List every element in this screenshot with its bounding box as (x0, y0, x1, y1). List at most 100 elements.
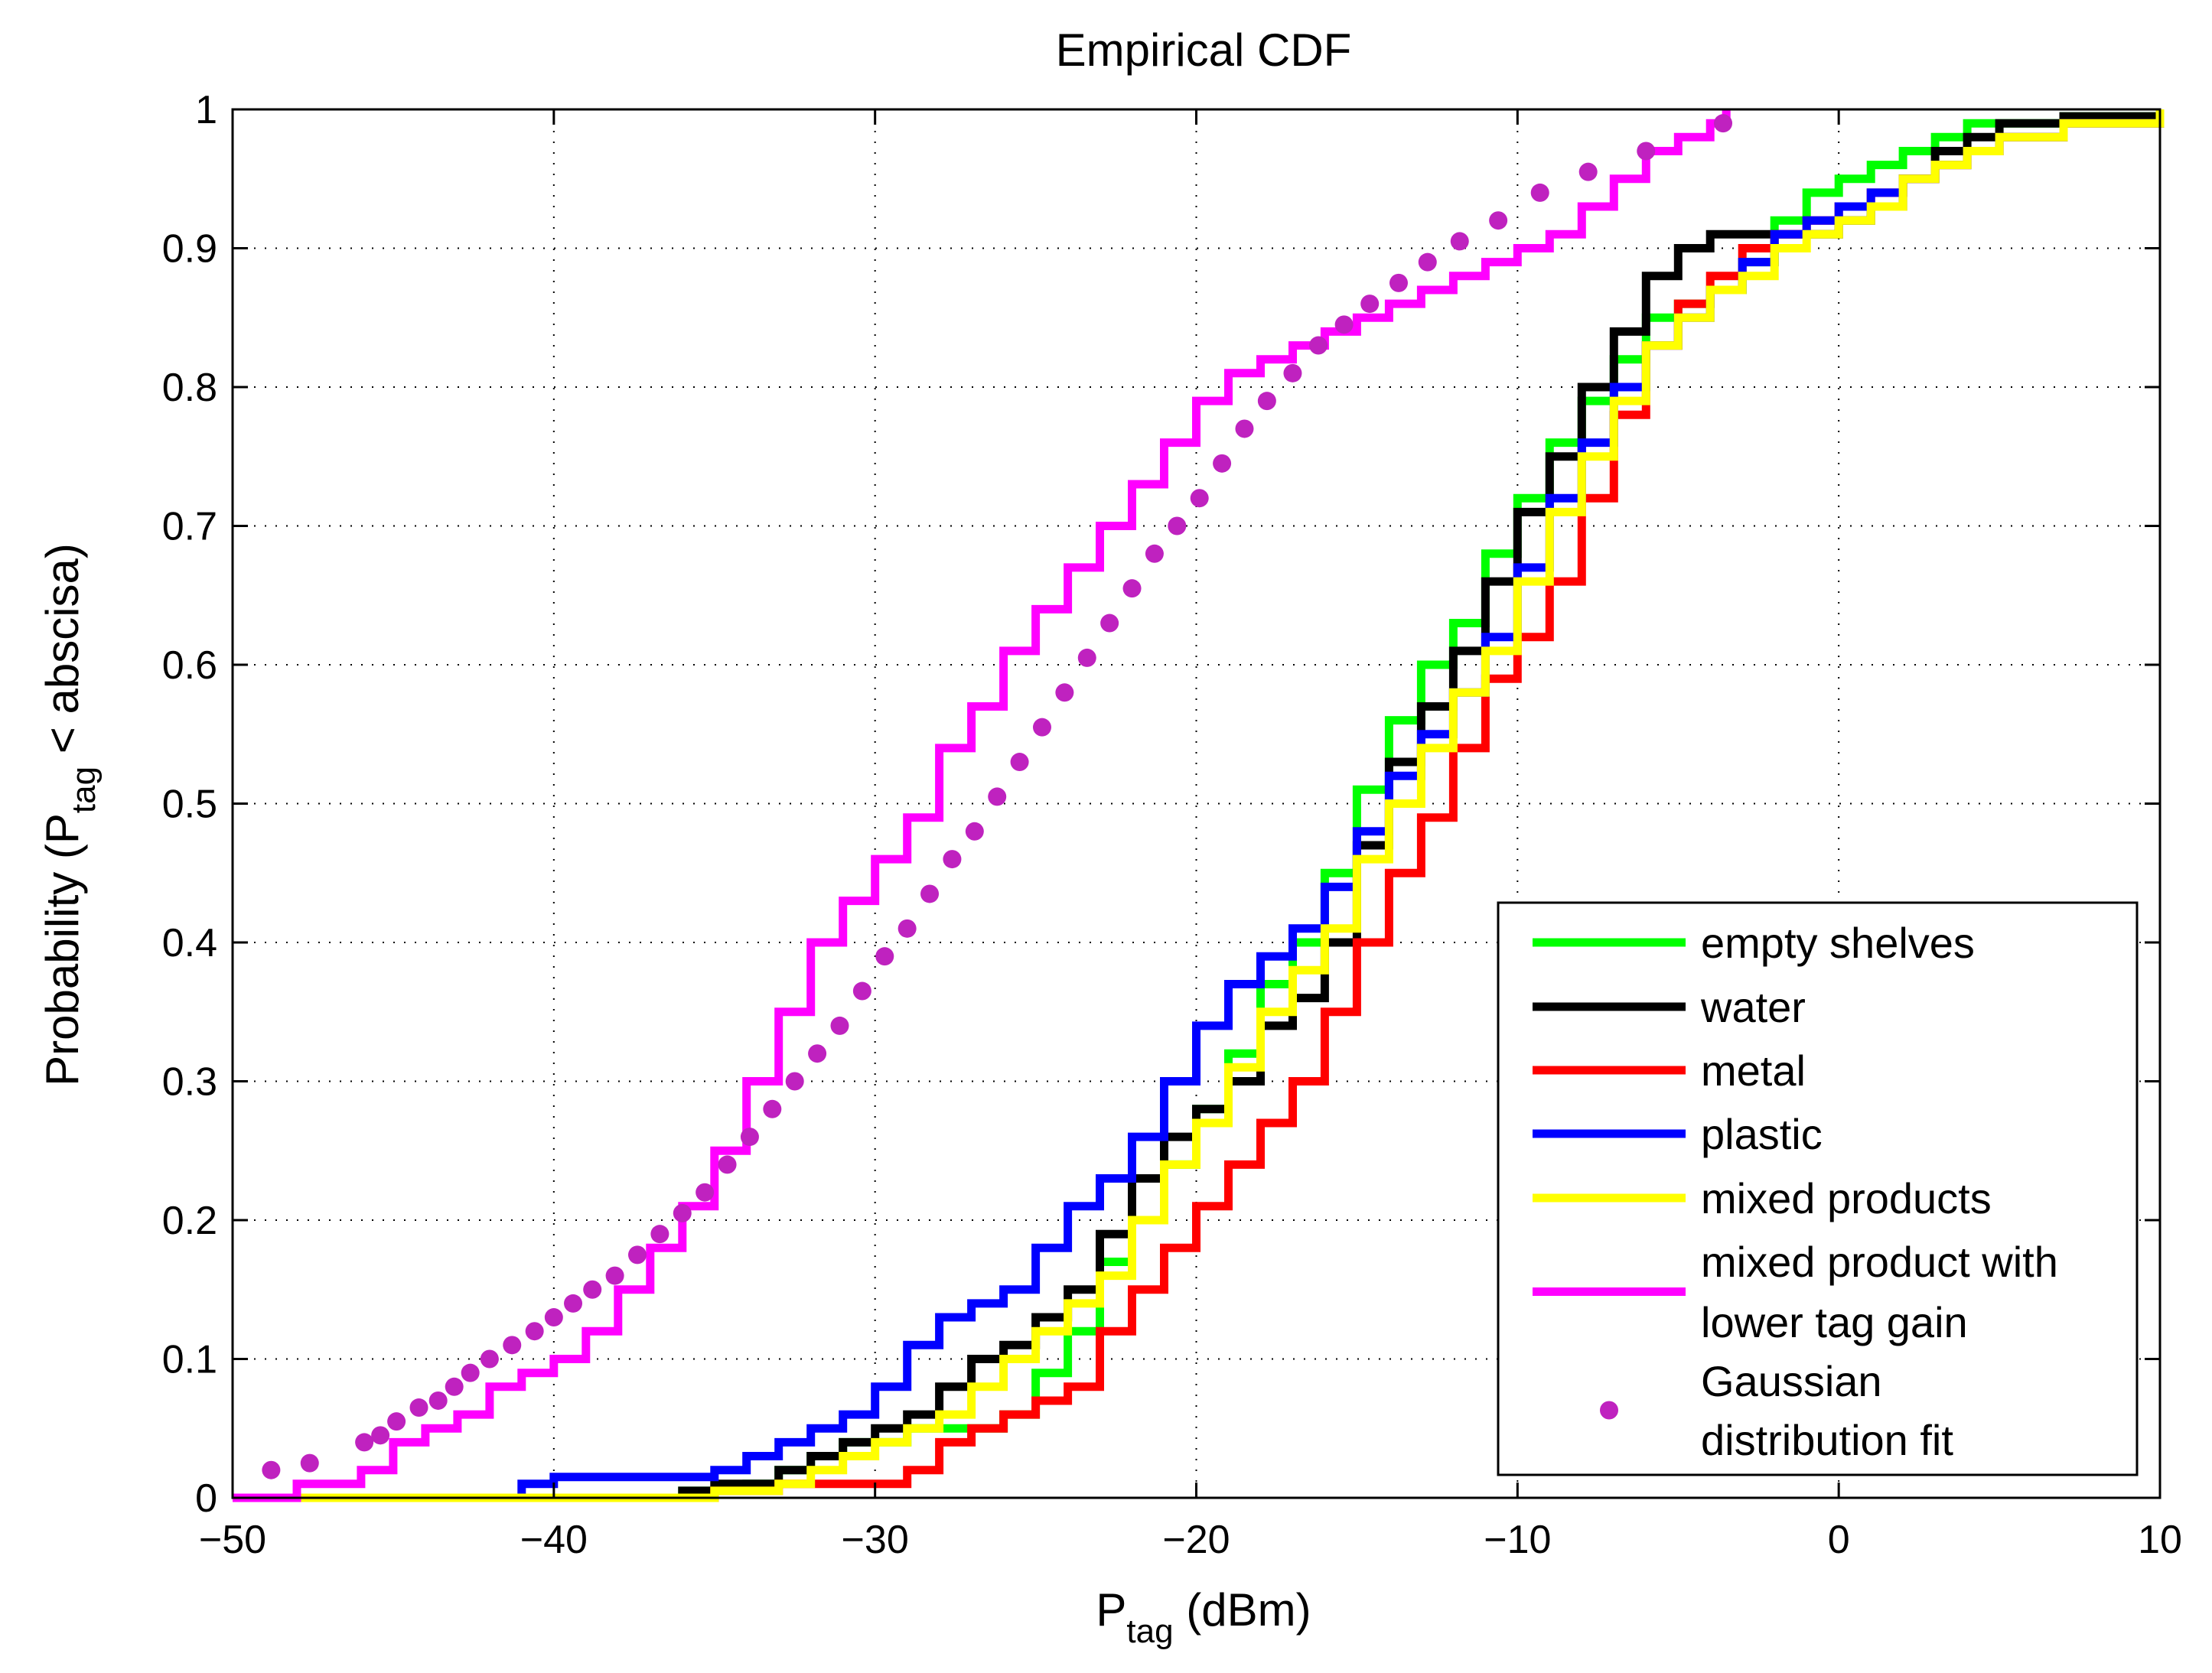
legend-label-plastic: plastic (1701, 1110, 1823, 1158)
gaussian-fit-point (1190, 489, 1209, 508)
gaussian-fit-point (525, 1322, 544, 1341)
legend-label-metal: metal (1701, 1046, 1806, 1095)
gaussian-fit-point (1714, 114, 1733, 133)
x-axis-label-main: P (1096, 1584, 1126, 1636)
gaussian-fit-point (1334, 315, 1354, 334)
gaussian-fit-point (461, 1363, 480, 1382)
gaussian-fit-point (965, 822, 984, 841)
x-axis-label-rest: (dBm) (1174, 1584, 1311, 1636)
gaussian-fit-point (1100, 614, 1119, 633)
legend-label-gaussian-distribution-fit: distribution fit (1701, 1416, 1953, 1464)
legend-box (1497, 901, 2139, 1476)
legend-label-mixed-products: mixed products (1701, 1174, 1992, 1222)
gaussian-fit-point (1055, 683, 1074, 702)
x-tick-label: −40 (520, 1518, 588, 1562)
gaussian-fit-point (875, 947, 894, 966)
gaussian-fit-point (1032, 718, 1051, 737)
y-tick-label: 0.2 (162, 1199, 217, 1243)
y-tick-label: 0.4 (162, 921, 217, 965)
y-axis-label-sub: tag (65, 767, 103, 813)
gaussian-fit-point (355, 1433, 374, 1452)
gaussian-fit-point (1257, 392, 1276, 411)
legend-label-gaussian-distribution-fit: Gaussian (1701, 1357, 1882, 1405)
gaussian-fit-point (1309, 336, 1328, 355)
gaussian-fit-point (1145, 544, 1164, 563)
legend: empty shelves water metal plastic mixed prod… (1497, 901, 2139, 1476)
x-tick-label: −10 (1484, 1518, 1551, 1562)
gaussian-fit-point (920, 884, 940, 903)
gaussian-fit-point (387, 1412, 406, 1431)
gaussian-fit-point (1010, 753, 1029, 772)
y-tick-label: 0.8 (162, 366, 217, 410)
gaussian-fit-point (988, 787, 1007, 806)
gaussian-fit-point (1168, 516, 1187, 535)
gaussian-fit-point (1122, 579, 1142, 598)
y-tick-label: 0 (195, 1476, 217, 1521)
gaussian-fit-point (262, 1460, 281, 1479)
gaussian-fit-point (564, 1294, 583, 1313)
gaussian-fit-point (1213, 454, 1232, 473)
y-tick-label: 0.7 (162, 505, 217, 549)
gaussian-fit-point (428, 1391, 448, 1410)
axis-ticks: −50 −40 −30 −20 −10 0 10 0 0.1 0.2 0.3 0.4 0.5 0.6 0.7… (162, 88, 2182, 1562)
chart-title: Empirical CDF (1056, 24, 1352, 76)
y-axis-label-main: Probability (P (37, 813, 88, 1086)
gaussian-fit-point (1283, 363, 1302, 382)
gaussian-fit-point (852, 981, 871, 1001)
series-group (233, 109, 2165, 1502)
x-axis-label-sub: tag (1126, 1613, 1173, 1650)
series-line-mixed-products (233, 109, 2165, 1502)
x-tick-label: 10 (2138, 1518, 2182, 1562)
gaussian-fit-point (583, 1280, 602, 1299)
legend-label-empty-shelves: empty shelves (1701, 919, 1975, 967)
legend-label-mixed-product-with-lower-tag-gain: mixed product with (1701, 1238, 2058, 1286)
legend-label-water: water (1700, 983, 1806, 1031)
gaussian-fit-point (503, 1336, 522, 1355)
gaussian-fit-point (627, 1245, 647, 1265)
gaussian-fit-point (696, 1183, 715, 1202)
y-tick-label: 1 (195, 88, 217, 132)
gaussian-fit-point (650, 1225, 669, 1244)
gaussian-fit-point (763, 1099, 782, 1118)
gaussian-fit-point (1530, 183, 1549, 202)
gaussian-fit-point (1389, 273, 1408, 292)
x-tick-label: 0 (1828, 1518, 1850, 1562)
y-axis-label-rest: < abscisa) (37, 543, 88, 767)
gaussian-fit-point (371, 1426, 390, 1445)
y-tick-label: 0.6 (162, 643, 217, 688)
gaussian-fit-point (445, 1377, 464, 1396)
gaussian-fit-point (740, 1128, 759, 1147)
y-axis-label: Probability (Ptag < abscisa) (37, 543, 103, 1086)
x-tick-label: −20 (1162, 1518, 1230, 1562)
gaussian-fit-point (785, 1072, 804, 1091)
x-tick-label: −30 (842, 1518, 909, 1562)
gaussian-fit-point (544, 1308, 563, 1327)
gaussian-fit-point (830, 1016, 849, 1035)
y-tick-label: 0.3 (162, 1060, 217, 1105)
gaussian-fit-point (718, 1155, 737, 1174)
x-tick-label: −50 (199, 1518, 266, 1562)
gaussian-fit-point (1418, 252, 1437, 272)
gaussian-fit-point (1578, 162, 1598, 181)
gaussian-fit-point (409, 1398, 428, 1417)
gaussian-fit-point (898, 919, 917, 938)
gaussian-fit-point (808, 1044, 827, 1063)
x-axis-label: Ptag (dBm) (1096, 1584, 1311, 1650)
gaussian-fit-point (1360, 295, 1380, 314)
gaussian-fit-point (673, 1203, 692, 1222)
y-tick-label: 0.5 (162, 783, 217, 827)
gaussian-fit-point (300, 1453, 319, 1473)
gaussian-fit-point (1235, 419, 1254, 438)
gaussian-fit-point (1637, 142, 1656, 161)
gaussian-fit-point (480, 1349, 499, 1369)
gaussian-fit-point (1489, 211, 1508, 230)
y-tick-label: 0.1 (162, 1338, 217, 1382)
y-tick-label: 0.9 (162, 227, 217, 272)
gaussian-fit-point (1450, 232, 1469, 251)
gaussian-fit-point (943, 850, 962, 869)
gaussian-fit-point (605, 1266, 624, 1285)
gaussian-fit-point (1077, 648, 1096, 667)
legend-label-mixed-product-with-lower-tag-gain: lower tag gain (1701, 1298, 1968, 1346)
